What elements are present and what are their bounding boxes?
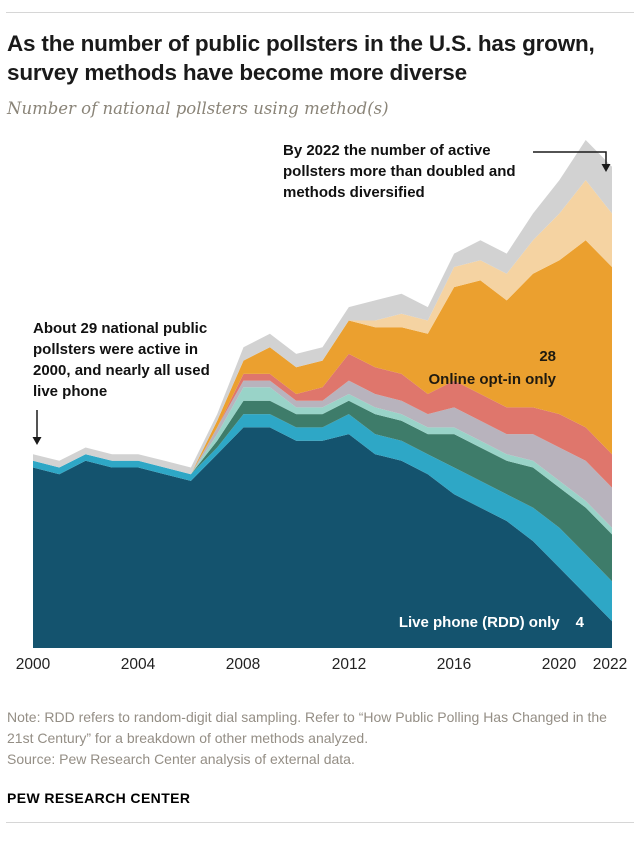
- x-tick-2022: 2022: [592, 656, 628, 674]
- x-tick-2004: 2004: [120, 656, 156, 674]
- callout-2022: By 2022 the number of active pollsters m…: [283, 142, 516, 202]
- top-divider: [6, 12, 634, 13]
- x-axis: 2000 2004 2008 2012 2016 2020 2022: [0, 656, 640, 680]
- live-phone-rdd-label: Live phone (RDD) only 4: [399, 614, 584, 631]
- page-title: As the number of public pollsters in the…: [7, 31, 595, 85]
- chart-canvas: [33, 140, 612, 649]
- rdd-value: 4: [575, 614, 584, 632]
- x-tick-2000: 2000: [15, 656, 51, 674]
- online-optin-value: 28: [539, 348, 556, 366]
- source-text: Source: Pew Research Center analysis of …: [7, 751, 355, 768]
- online-optin-text: Online opt-in only: [428, 370, 557, 388]
- x-tick-2020: 2020: [541, 656, 577, 674]
- x-tick-2012: 2012: [331, 656, 367, 674]
- area-online-opt-in-only: [33, 240, 612, 475]
- x-tick-2016: 2016: [436, 656, 472, 674]
- pew-research-center-wordmark: PEW RESEARCH CENTER: [7, 790, 191, 807]
- rdd-text: Live phone (RDD) only: [398, 614, 560, 632]
- chart-subtitle: Number of national pollsters using metho…: [7, 99, 389, 119]
- area-unlabeled-method-mix-salmon-: [33, 354, 612, 488]
- online-optin-label: 28 Online opt-in only: [429, 346, 557, 391]
- x-tick-2008: 2008: [225, 656, 261, 674]
- bottom-divider: [6, 822, 634, 824]
- note-text: Note: RDD refers to random-digit dial sa…: [7, 709, 607, 747]
- area-unlabeled-method-mix-gray-: [33, 380, 612, 528]
- callout-2000: About 29 national public pollsters were …: [33, 320, 210, 401]
- chart-note: Note: RDD refers to random-digit dial sa…: [7, 707, 630, 770]
- stacked-area-chart: By 2022 the number of active pollsters m…: [0, 140, 640, 685]
- area-unlabeled-method-mix-dark-teal-: [33, 400, 612, 582]
- area-live-phone-rdd-only: [33, 427, 612, 649]
